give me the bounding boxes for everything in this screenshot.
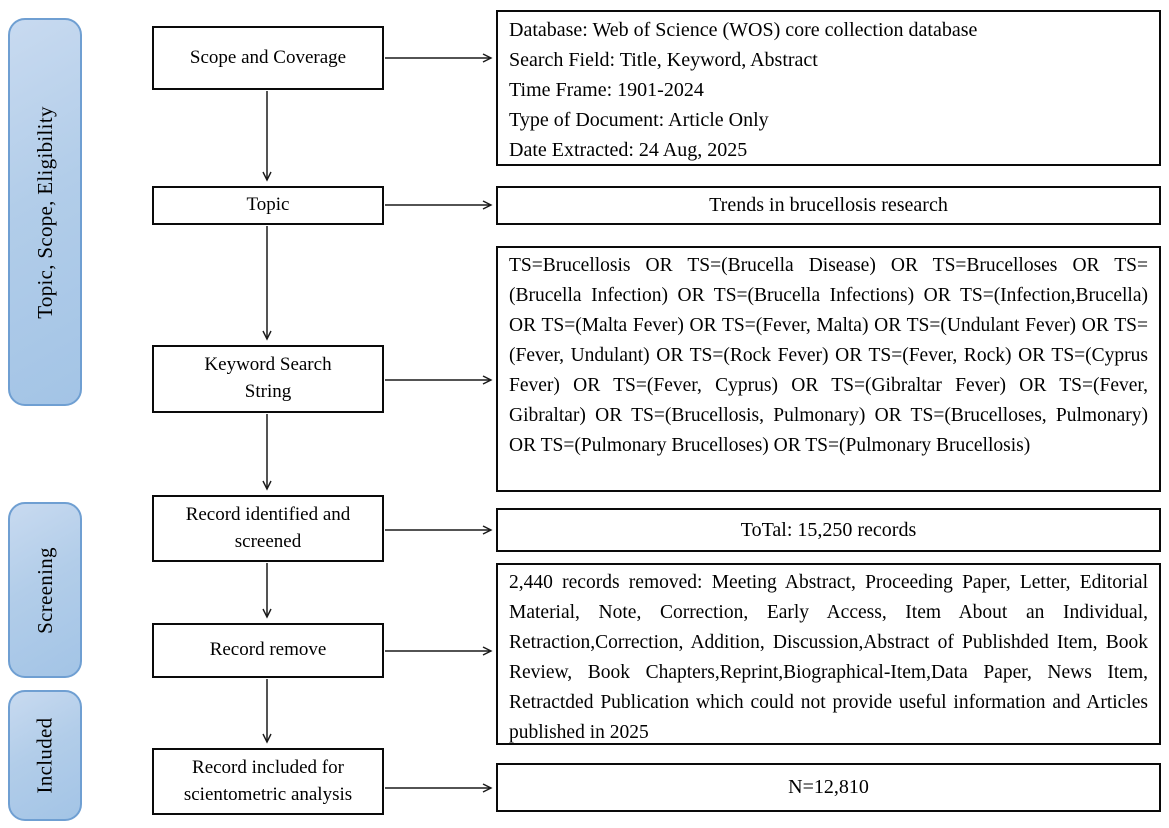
detail-line-time-frame: Time Frame: 1901-2024 [509,79,704,101]
detail-box-keyword-search-string: TS=Brucellosis OR TS=(Brucella Disease) … [496,246,1161,492]
step-box-record-remove: Record remove [152,623,384,678]
detail-topic-text: Trends in brucellosis research [709,194,948,216]
detail-total-text: ToTal: 15,250 records [740,518,917,541]
detail-box-database-info: Database: Web of Science (WOS) core coll… [496,10,1161,166]
stage-label-text: Screening [32,546,57,634]
stage-label-text: Included [32,717,57,794]
detail-line-search-field: Search Field: Title, Keyword, Abstract [509,49,818,71]
step-box-scope-and-coverage: Scope and Coverage [152,26,384,90]
detail-box-topic: Trends in brucellosis research [496,186,1161,225]
step-box-record-included: Record included for scientometric analys… [152,748,384,815]
detail-final-count-text: N=12,810 [788,776,869,798]
detail-line-date-extracted: Date Extracted: 24 Aug, 2025 [509,139,748,161]
detail-line-database: Database: Web of Science (WOS) core coll… [509,19,978,41]
stage-label-screening: Screening [8,502,82,678]
stage-label-text: Topic, Scope, Eligibility [32,105,57,319]
detail-box-records-removed: 2,440 records removed: Meeting Abstract,… [496,563,1161,745]
detail-box-final-count: N=12,810 [496,763,1161,812]
detail-box-total-records: ToTal: 15,250 records [496,508,1161,552]
stage-label-included: Included [8,690,82,821]
stage-label-topic-scope-eligibility: Topic, Scope, Eligibility [8,18,82,406]
step-box-record-identified-screened: Record identified and screened [152,495,384,562]
detail-line-document-type: Type of Document: Article Only [509,109,769,131]
step-box-keyword-search-string: Keyword Search String [152,345,384,413]
step-box-topic: Topic [152,186,384,225]
